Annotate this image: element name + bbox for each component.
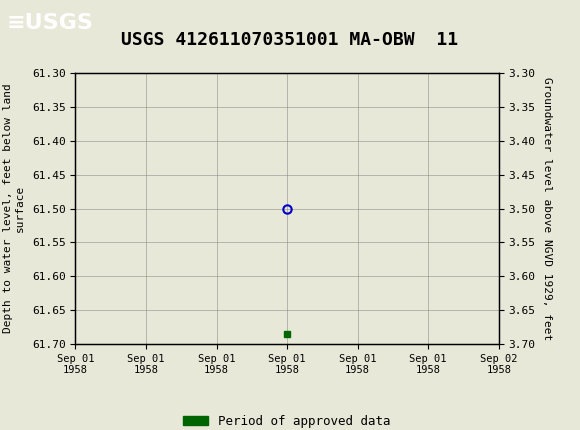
Y-axis label: Groundwater level above NGVD 1929, feet: Groundwater level above NGVD 1929, feet [542,77,553,340]
Text: ≡USGS: ≡USGS [7,12,94,33]
Y-axis label: Depth to water level, feet below land
surface: Depth to water level, feet below land su… [3,84,25,333]
Legend: Period of approved data: Period of approved data [179,410,396,430]
Text: USGS 412611070351001 MA-OBW  11: USGS 412611070351001 MA-OBW 11 [121,31,459,49]
